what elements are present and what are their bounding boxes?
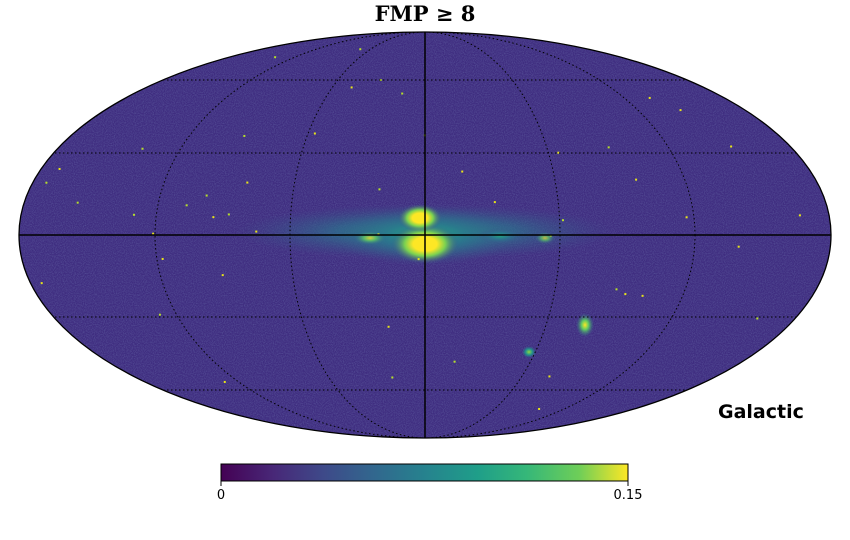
point-source <box>378 188 381 191</box>
bulge-upper <box>398 204 442 232</box>
chart-title: FMP ≥ 8 <box>374 1 476 26</box>
point-source <box>223 380 226 383</box>
point-source <box>132 213 135 216</box>
point-source <box>648 96 651 99</box>
point-source <box>493 201 496 204</box>
colorbar-tick-label-max: 0.15 <box>613 488 643 503</box>
point-source <box>313 132 316 135</box>
point-source <box>453 360 456 363</box>
point-source <box>58 167 61 170</box>
point-source <box>158 313 161 316</box>
point-source <box>141 147 144 150</box>
plane-knot-left <box>354 231 386 245</box>
point-source <box>359 48 362 51</box>
point-source <box>417 258 420 261</box>
point-source <box>798 214 801 217</box>
colorbar-tick-label-min: 0 <box>216 488 226 503</box>
point-source <box>641 294 644 297</box>
map-outline <box>18 31 832 439</box>
point-source <box>461 170 464 173</box>
point-source <box>635 178 638 181</box>
point-source <box>615 288 618 291</box>
point-source <box>737 245 740 248</box>
point-source <box>212 216 215 219</box>
point-source <box>227 213 230 216</box>
point-source <box>379 78 382 81</box>
point-source <box>548 375 551 378</box>
point-source <box>538 407 541 410</box>
point-source <box>401 92 404 95</box>
equator-and-prime-meridian <box>19 32 831 438</box>
point-source <box>205 194 208 197</box>
point-source <box>561 219 564 222</box>
point-source <box>756 317 759 320</box>
point-source <box>221 274 224 277</box>
colorbar <box>220 463 629 482</box>
plane-knot-far-right <box>535 232 555 244</box>
point-source <box>40 282 43 285</box>
point-source <box>76 201 79 204</box>
point-source <box>45 181 48 184</box>
point-source <box>624 293 627 296</box>
point-source <box>679 109 682 112</box>
point-source <box>391 376 394 379</box>
point-source <box>246 181 249 184</box>
point-source <box>243 134 246 137</box>
small-magellanic-cloud <box>522 346 536 358</box>
point-source <box>274 56 277 59</box>
point-source <box>387 325 390 328</box>
point-source <box>607 146 610 149</box>
large-magellanic-cloud <box>576 313 594 337</box>
point-source <box>152 232 155 235</box>
point-source <box>730 145 733 148</box>
coordinate-system-label: Galactic <box>718 401 804 423</box>
point-source <box>685 216 688 219</box>
plane-knot-right <box>478 228 522 244</box>
point-source <box>161 257 164 260</box>
point-source <box>185 204 188 207</box>
point-source <box>350 86 353 89</box>
point-source <box>557 151 560 154</box>
point-source <box>255 230 258 233</box>
